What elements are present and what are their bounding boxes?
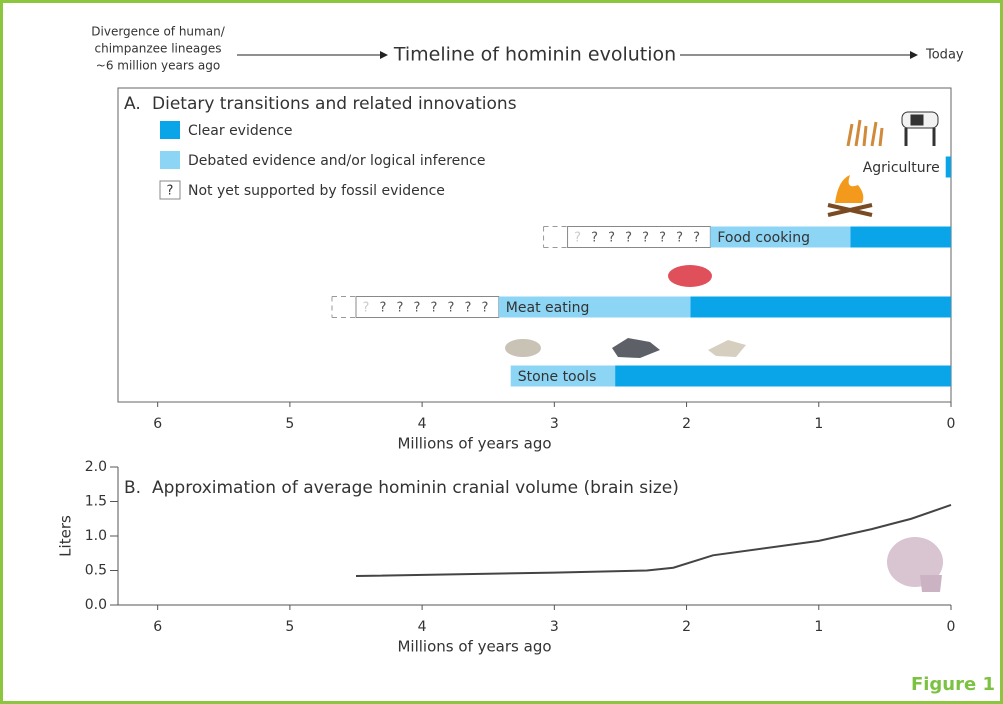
- legend-label: Clear evidence: [188, 123, 293, 139]
- question-mark: ?: [363, 301, 370, 316]
- question-mark: ?: [380, 301, 387, 316]
- x-tick-label: 4: [418, 416, 427, 432]
- row-label: Stone tools: [518, 369, 597, 385]
- wheat-icon: [848, 120, 882, 146]
- divergence-line: ~6 million years ago: [96, 59, 220, 73]
- question-mark: ?: [574, 231, 581, 246]
- legend-label: Not yet supported by fossil evidence: [188, 183, 445, 199]
- question-mark: ?: [465, 301, 472, 316]
- data-line: [356, 505, 951, 576]
- question-mark: ?: [482, 301, 489, 316]
- clear-segment: [615, 366, 951, 387]
- question-mark: ?: [625, 231, 632, 246]
- legend-label: Debated evidence and/or logical inferenc…: [188, 153, 485, 169]
- fire-icon: [835, 175, 863, 203]
- question-mark: ?: [414, 301, 421, 316]
- question-mark: ?: [397, 301, 404, 316]
- x-tick-label: 2: [682, 416, 691, 432]
- legend-swatch: [160, 151, 180, 169]
- question-mark: ?: [591, 231, 598, 246]
- unsupported-segment: [568, 227, 711, 248]
- figure-label: Figure 1: [911, 674, 995, 695]
- divergence-line: chimpanzee lineages: [95, 42, 222, 56]
- question-mark: ?: [642, 231, 649, 246]
- x-tick-label: 3: [550, 619, 559, 635]
- x-tick-label: 5: [285, 619, 294, 635]
- arrow-head: [380, 51, 388, 59]
- figure: Divergence of human/ chimpanzee lineages…: [0, 0, 1003, 704]
- stone-icon: [505, 339, 541, 357]
- question-mark: ?: [448, 301, 455, 316]
- x-tick-label: 4: [418, 619, 427, 635]
- x-tick-label: 1: [814, 416, 823, 432]
- legend-swatch: [160, 121, 180, 139]
- y-tick-label: 0.0: [85, 597, 107, 613]
- question-mark: ?: [431, 301, 438, 316]
- y-axis-label: Liters: [57, 515, 75, 557]
- x-tick-label: 6: [153, 416, 162, 432]
- x-axis-label: Millions of years ago: [397, 638, 551, 656]
- clear-segment: [691, 297, 951, 318]
- question-mark: ?: [659, 231, 666, 246]
- panel-letter: B.: [124, 478, 141, 498]
- clear-segment: [851, 227, 951, 248]
- stone-icon: [612, 338, 660, 358]
- y-tick-label: 0.5: [85, 563, 107, 579]
- unsupported-stub: [544, 227, 568, 248]
- stone-icon: [708, 340, 746, 357]
- y-tick-label: 1.5: [85, 494, 107, 510]
- icons: [505, 112, 943, 592]
- fire-wood: [828, 205, 872, 215]
- y-tick-label: 1.0: [85, 528, 107, 544]
- divergence-line: Divergence of human/: [91, 25, 225, 39]
- panel-title: Dietary transitions and related innovati…: [152, 94, 517, 114]
- panel-letter: A.: [124, 94, 141, 114]
- x-tick-label: 0: [947, 416, 956, 432]
- clear-segment: [946, 157, 951, 178]
- x-tick-label: 1: [814, 619, 823, 635]
- panel-title: Approximation of average hominin cranial…: [152, 478, 679, 498]
- header: Divergence of human/ chimpanzee lineages…: [91, 25, 964, 73]
- legend-symbol: ?: [167, 184, 174, 199]
- unsupported-segment: [356, 297, 499, 318]
- timeline-title: Timeline of hominin evolution: [393, 44, 676, 66]
- y-tick-label: 2.0: [85, 459, 107, 475]
- x-tick-label: 2: [682, 619, 691, 635]
- meat-icon: [668, 265, 712, 287]
- x-tick-label: 5: [285, 416, 294, 432]
- x-axis-label: Millions of years ago: [397, 435, 551, 453]
- row-label: Food cooking: [717, 230, 810, 246]
- row-label: Agriculture: [863, 160, 940, 176]
- unsupported-stub: [332, 297, 356, 318]
- question-mark: ?: [676, 231, 683, 246]
- arrow-head: [910, 51, 918, 59]
- x-tick-label: 3: [550, 416, 559, 432]
- skull-jaw: [920, 575, 942, 592]
- question-mark: ?: [608, 231, 615, 246]
- question-mark: ?: [693, 231, 700, 246]
- row-label: Meat eating: [506, 300, 590, 316]
- x-tick-label: 6: [153, 619, 162, 635]
- x-tick-label: 0: [947, 619, 956, 635]
- today-label: Today: [925, 48, 964, 63]
